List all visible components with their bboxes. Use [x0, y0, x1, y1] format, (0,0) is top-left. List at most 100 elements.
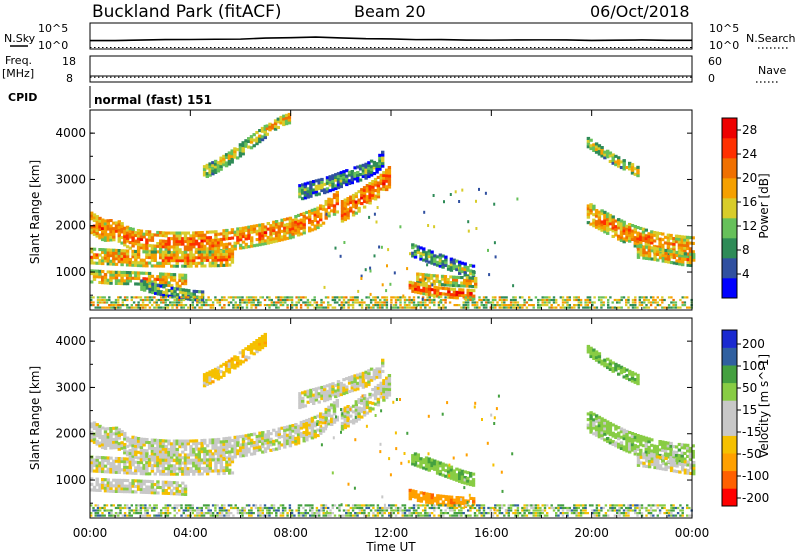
data-cell [260, 340, 265, 344]
data-cell [128, 260, 132, 264]
data-cell [666, 444, 671, 448]
data-cell [433, 285, 437, 289]
data-cell [614, 365, 618, 369]
data-cell [90, 211, 94, 215]
data-cell [644, 447, 648, 451]
ground-scatter-cell [676, 306, 680, 309]
ground-scatter-cell [117, 296, 120, 299]
ground-scatter-cell [550, 298, 553, 302]
data-cell [222, 448, 226, 452]
data-cell [269, 448, 273, 452]
data-cell [678, 462, 682, 466]
data-cell [272, 428, 276, 432]
data-cell [167, 242, 171, 246]
data-cell [283, 428, 287, 432]
data-cell [692, 463, 696, 467]
ground-scatter-cell [537, 301, 540, 304]
data-cell [614, 444, 618, 448]
data-cell [328, 386, 332, 390]
data-cell [125, 260, 130, 264]
data-cell [123, 443, 127, 447]
ground-scatter-cell [252, 298, 255, 302]
ground-scatter-cell [645, 304, 648, 307]
data-cell [219, 164, 223, 168]
data-cell [131, 276, 135, 280]
ground-scatter-cell [442, 306, 445, 309]
data-cell [299, 420, 304, 424]
ground-scatter-cell [90, 301, 93, 304]
ground-scatter-cell [482, 306, 486, 309]
data-cell [181, 273, 185, 277]
data-cell [376, 184, 381, 188]
data-cell [430, 464, 434, 468]
data-cell [628, 223, 632, 227]
data-cell [252, 352, 256, 356]
ground-scatter-cell [575, 298, 578, 302]
data-cell [150, 449, 155, 453]
data-cell [283, 226, 287, 230]
data-cell [586, 418, 591, 422]
data-cell [664, 465, 668, 469]
data-cell [238, 359, 243, 363]
data-cell [414, 290, 418, 294]
data-cell [117, 433, 121, 437]
data-cell [589, 349, 593, 353]
data-cell [106, 251, 110, 255]
data-cell [661, 238, 665, 242]
data-cell [161, 461, 166, 465]
data-cell [156, 233, 160, 237]
data-cell [90, 272, 94, 276]
data-cell [465, 279, 470, 283]
data-cell [346, 213, 350, 217]
data-cell [222, 249, 226, 253]
data-cell [432, 274, 436, 278]
data-cell [424, 259, 429, 263]
ground-scatter-cell [555, 301, 558, 304]
data-cell [378, 156, 382, 160]
ground-scatter-cell [372, 306, 375, 309]
data-cell [306, 187, 310, 191]
data-cell [611, 153, 615, 157]
data-cell [172, 464, 177, 468]
data-cell [608, 154, 613, 158]
ground-scatter-cell [647, 301, 650, 304]
data-cell [362, 399, 367, 403]
data-cell [233, 444, 237, 448]
data-cell [379, 176, 383, 180]
data-cell [419, 496, 423, 500]
data-cell [283, 445, 287, 449]
data-cell [382, 395, 386, 399]
data-cell [238, 146, 243, 150]
data-cell [650, 457, 654, 461]
data-cell [95, 231, 99, 235]
ground-scatter-cell [254, 296, 258, 299]
data-cell [200, 444, 204, 448]
data-cell [172, 234, 177, 238]
data-cell [323, 399, 327, 403]
data-cell [224, 164, 229, 168]
data-cell [611, 218, 615, 222]
data-cell [159, 472, 163, 476]
data-cell [161, 467, 166, 471]
data-cell [645, 256, 649, 260]
data-cell [319, 204, 323, 208]
data-cell [600, 425, 604, 429]
data-cell [319, 426, 323, 430]
data-cell [630, 373, 635, 377]
ground-scatter-cell [243, 298, 246, 302]
data-cell [335, 202, 339, 206]
ground-scatter-cell [503, 298, 506, 302]
ground-scatter-cell [103, 306, 106, 309]
data-cell [128, 460, 132, 464]
data-cell [244, 245, 248, 249]
data-cell [134, 242, 138, 246]
data-cell [147, 253, 152, 257]
data-cell [308, 229, 312, 233]
ground-scatter-cell [595, 306, 599, 309]
ground-scatter-cell [379, 298, 382, 302]
data-cell [165, 291, 169, 295]
data-cell [131, 263, 135, 267]
data-cell [323, 396, 327, 400]
data-cell [597, 418, 602, 422]
data-cell [310, 419, 315, 423]
